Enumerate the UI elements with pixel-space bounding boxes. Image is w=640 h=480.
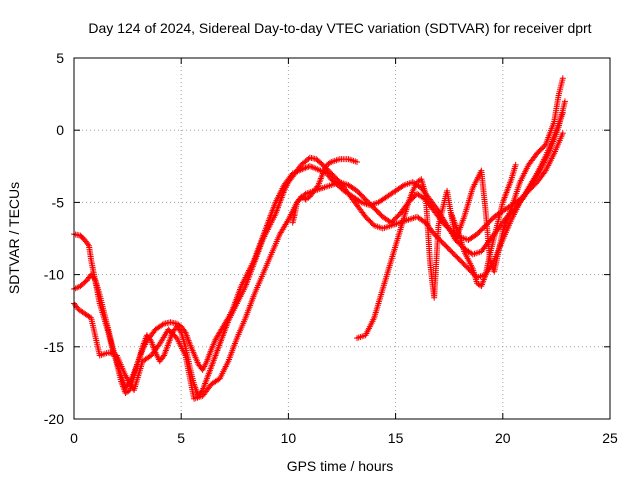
y-tick-label: -5 <box>52 194 65 210</box>
x-tick-label: 0 <box>70 430 78 446</box>
data-point <box>314 183 321 190</box>
data-point <box>84 241 91 248</box>
data-point <box>354 158 361 165</box>
data-point <box>399 183 406 190</box>
data-point <box>147 336 154 343</box>
data-point <box>159 353 166 360</box>
chart-title: Day 124 of 2024, Sidereal Day-to-day VTE… <box>88 20 591 36</box>
plot-frame <box>73 57 611 420</box>
data-point <box>559 75 566 82</box>
ticks: 0 5 10 15 20 25 5 0 -5 -10 -15 -20 <box>44 50 618 446</box>
series-5 <box>289 156 361 226</box>
x-tick-label: 20 <box>495 430 511 446</box>
series-3 <box>71 130 566 402</box>
data-point <box>297 163 304 170</box>
data-point <box>559 130 566 137</box>
data-point <box>155 342 162 349</box>
data-point <box>159 321 166 328</box>
x-tick-label: 10 <box>281 430 297 446</box>
data-point <box>561 98 568 105</box>
y-tick-label: 5 <box>56 50 64 66</box>
data-point <box>541 142 548 149</box>
data-point <box>512 161 519 168</box>
y-axis-label: SDTVAR / TECUs <box>6 182 22 294</box>
data-point <box>326 159 333 166</box>
data-point <box>559 109 566 116</box>
data-point <box>356 198 363 205</box>
x-tick-label: 5 <box>177 430 185 446</box>
x-axis-label: GPS time / hours <box>287 458 394 474</box>
y-tick-label: -20 <box>44 411 64 427</box>
data-point <box>177 327 184 334</box>
y-tick-label: 0 <box>56 122 64 138</box>
data-point <box>91 275 98 282</box>
series-6 <box>448 161 519 290</box>
series-4 <box>354 75 566 342</box>
y-tick-label: -15 <box>44 339 64 355</box>
data-points <box>71 75 568 402</box>
grid <box>74 58 610 419</box>
x-tick-label: 25 <box>602 430 618 446</box>
x-tick-label: 15 <box>388 430 404 446</box>
y-tick-label: -10 <box>44 267 64 283</box>
data-point <box>541 169 548 176</box>
